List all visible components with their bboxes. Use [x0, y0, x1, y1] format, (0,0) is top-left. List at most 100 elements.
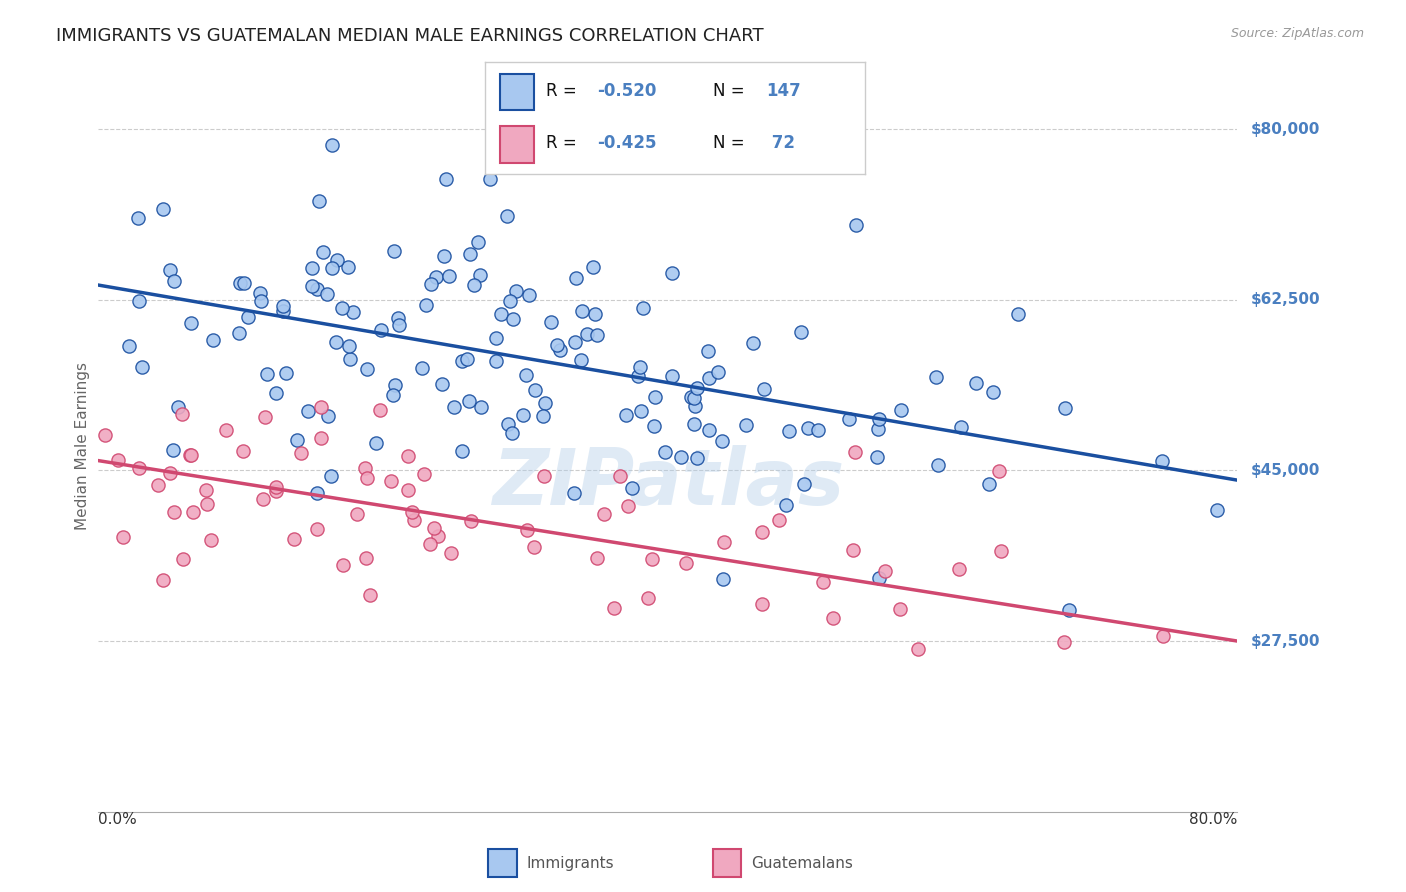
Point — [117, 339, 139, 353]
Point — [1152, 629, 1174, 643]
Point — [523, 383, 546, 397]
Point — [603, 601, 626, 615]
Point — [382, 244, 405, 258]
Point — [346, 507, 368, 521]
Point — [309, 400, 332, 414]
Point — [411, 361, 433, 376]
Point — [681, 390, 703, 404]
Point — [107, 452, 129, 467]
Point — [950, 419, 973, 434]
Point — [869, 570, 891, 584]
Point — [838, 412, 860, 426]
Point — [180, 316, 202, 330]
Point — [927, 458, 949, 473]
Point — [479, 172, 502, 186]
Point — [312, 244, 335, 259]
Point — [402, 513, 425, 527]
Point — [643, 419, 665, 434]
Point — [368, 402, 391, 417]
Text: $45,000: $45,000 — [1251, 463, 1320, 478]
Text: N =: N = — [713, 134, 749, 152]
Point — [152, 573, 174, 587]
Point — [548, 343, 571, 357]
Point — [1205, 503, 1227, 517]
Point — [823, 610, 845, 624]
Point — [873, 564, 896, 578]
Point — [307, 522, 329, 536]
Point — [460, 514, 482, 528]
Point — [163, 274, 186, 288]
Point — [380, 475, 402, 489]
Point — [283, 532, 305, 546]
Point — [842, 543, 865, 558]
Point — [195, 483, 218, 497]
Point — [321, 261, 343, 276]
Point — [148, 478, 170, 492]
Point — [614, 409, 637, 423]
Point — [630, 404, 652, 418]
Point — [990, 543, 1012, 558]
Point — [790, 326, 813, 340]
Point — [128, 460, 150, 475]
Point — [485, 331, 508, 345]
Point — [301, 279, 323, 293]
Point — [711, 572, 734, 586]
Point — [683, 399, 706, 413]
Point — [564, 271, 586, 285]
Point — [1054, 401, 1077, 415]
Point — [264, 386, 287, 401]
Point — [253, 409, 276, 424]
Text: N =: N = — [713, 82, 749, 101]
Point — [163, 505, 186, 519]
Point — [496, 209, 519, 223]
Point — [571, 304, 593, 318]
Point — [925, 369, 948, 384]
Point — [318, 409, 340, 423]
Point — [458, 247, 481, 261]
Point — [202, 333, 225, 347]
Point — [889, 602, 911, 616]
Point — [697, 423, 720, 437]
Point — [387, 310, 409, 325]
Point — [423, 521, 446, 535]
Point — [228, 326, 250, 340]
Point — [308, 194, 330, 208]
Point — [450, 354, 472, 368]
Point — [433, 250, 456, 264]
Point — [425, 270, 447, 285]
FancyBboxPatch shape — [501, 73, 534, 111]
Point — [297, 404, 319, 418]
Point — [661, 369, 683, 384]
Point — [463, 277, 485, 292]
Point — [339, 352, 361, 367]
Point — [437, 269, 460, 284]
Point — [401, 505, 423, 519]
Point — [751, 524, 773, 539]
Point — [264, 484, 287, 499]
Point — [571, 353, 593, 368]
Point — [1150, 453, 1173, 467]
Point — [456, 351, 478, 366]
Point — [167, 400, 190, 414]
Point — [751, 597, 773, 611]
Text: 147: 147 — [766, 82, 801, 101]
Point — [778, 424, 800, 438]
Point — [359, 588, 381, 602]
Point — [252, 491, 274, 506]
Point — [710, 434, 733, 449]
Point — [628, 359, 651, 374]
Point — [890, 403, 912, 417]
Point — [301, 261, 323, 276]
Point — [637, 591, 659, 606]
Text: Guatemalans: Guatemalans — [751, 855, 852, 871]
Text: $27,500: $27,500 — [1251, 633, 1320, 648]
Point — [644, 391, 666, 405]
Text: 72: 72 — [766, 134, 794, 152]
Y-axis label: Median Male Earnings: Median Male Earnings — [75, 362, 90, 530]
Point — [342, 305, 364, 319]
Text: $80,000: $80,000 — [1251, 121, 1320, 136]
Text: Immigrants: Immigrants — [526, 855, 614, 871]
Point — [319, 468, 342, 483]
Point — [94, 428, 117, 442]
Point — [707, 365, 730, 379]
